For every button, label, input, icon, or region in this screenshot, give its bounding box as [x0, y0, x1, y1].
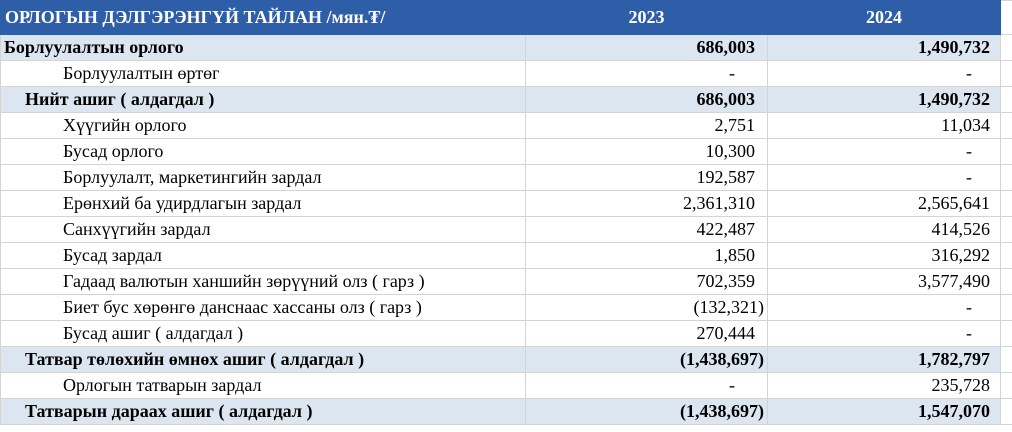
header-year: 2024: [767, 0, 1001, 35]
table-row: Татвар төлөхийн өмнөх ашиг ( алдагдал )(…: [0, 346, 1012, 373]
row-label: Орлогын татварын зардал: [0, 372, 526, 399]
spare-cell: [1000, 398, 1012, 425]
row-label: Бусад ашиг ( алдагдал ): [0, 320, 526, 347]
row-label: Биет бус хөрөнгө данснаас хассаны олз ( …: [0, 294, 526, 321]
row-value: 414,526: [767, 216, 1001, 243]
row-label: Борлуулалтын өртөг: [0, 60, 526, 87]
table-row: Бусад орлого 10,300-: [0, 138, 1012, 165]
row-value: 11,034: [767, 112, 1001, 139]
row-value: 235,728: [767, 372, 1001, 399]
row-value: -: [767, 138, 1001, 165]
row-value: 1,850: [525, 242, 768, 269]
spare-cell: [1000, 138, 1012, 165]
row-value: 2,751: [525, 112, 768, 139]
table-row: Санхүүгийн зардал 422,487 414,526: [0, 216, 1012, 243]
row-label: Хүүгийн орлого: [0, 112, 526, 139]
spare-cell: [1000, 60, 1012, 87]
row-value: 10,300: [525, 138, 768, 165]
row-value: 2,565,641: [767, 190, 1001, 217]
row-value: (132,321): [525, 294, 768, 321]
table-row: Борлуулалт, маркетингийн зардал 192,587-: [0, 164, 1012, 191]
header-title: ОРЛОГЫН ДЭЛГЭРЭНГҮЙ ТАЙЛАН /мян.₮/: [0, 0, 526, 35]
row-value: 3,577,490: [767, 268, 1001, 295]
row-value: (1,438,697): [525, 398, 768, 425]
header-row: ОРЛОГЫН ДЭЛГЭРЭНГҮЙ ТАЙЛАН /мян.₮/ 2023 …: [0, 0, 1012, 35]
spare-cell: [1000, 346, 1012, 373]
table-row: Гадаад валютын ханшийн зөрүүний олз ( га…: [0, 268, 1012, 295]
table-row: Бусад ашиг ( алдагдал ) 270,444-: [0, 320, 1012, 347]
row-label: Гадаад валютын ханшийн зөрүүний олз ( га…: [0, 268, 526, 295]
table-row: Биет бус хөрөнгө данснаас хассаны олз ( …: [0, 294, 1012, 321]
row-value: -: [525, 60, 768, 87]
row-label: Татвар төлөхийн өмнөх ашиг ( алдагдал ): [0, 346, 526, 373]
table-row: Бусад зардал 1,850 316,292: [0, 242, 1012, 269]
spare-cell: [1000, 294, 1012, 321]
row-label: Борлуулалт, маркетингийн зардал: [0, 164, 526, 191]
table-body: Борлуулалтын орлого 686,003 1,490,732 Борлу…: [0, 34, 1012, 425]
row-value: -: [767, 60, 1001, 87]
table-row: Борлуулалтын орлого 686,003 1,490,732: [0, 34, 1012, 61]
table-row: Нийт ашиг ( алдагдал ) 686,003 1,490,732: [0, 86, 1012, 113]
spare-cell: [1000, 164, 1012, 191]
table-row: Орлогын татварын зардал -235,728: [0, 372, 1012, 399]
row-value: -: [767, 320, 1001, 347]
row-label: Бусад орлого: [0, 138, 526, 165]
row-value: 686,003: [525, 34, 768, 61]
row-value: 1,547,070: [767, 398, 1001, 425]
row-value: -: [767, 294, 1001, 321]
table-row: Татварын дараах ашиг ( алдагдал ) (1,438,…: [0, 398, 1012, 425]
row-label: Нийт ашиг ( алдагдал ): [0, 86, 526, 113]
row-label: Борлуулалтын орлого: [0, 34, 526, 61]
table-row: Борлуулалтын өртөг - -: [0, 60, 1012, 87]
row-label: Санхүүгийн зардал: [0, 216, 526, 243]
spare-cell: [1000, 86, 1012, 113]
row-value: -: [525, 372, 768, 399]
row-value: 686,003: [525, 86, 768, 113]
spare-cell: [1000, 190, 1012, 217]
table-row: Хүүгийн орлого 2,751 11,034: [0, 112, 1012, 139]
table-row: Ерөнхий ба удирдлагын зардал 2,361,310 2,5…: [0, 190, 1012, 217]
spare-cell: [1000, 34, 1012, 61]
row-label: Татварын дараах ашиг ( алдагдал ): [0, 398, 526, 425]
row-value: 702,359: [525, 268, 768, 295]
row-value: 422,487: [525, 216, 768, 243]
row-value: (1,438,697): [525, 346, 768, 373]
spare-cell: [1000, 242, 1012, 269]
spare-cell: [1000, 320, 1012, 347]
row-value: 316,292: [767, 242, 1001, 269]
row-value: 2,361,310: [525, 190, 768, 217]
row-value: -: [767, 164, 1001, 191]
row-value: 1,490,732: [767, 86, 1001, 113]
spare-cell: [1000, 216, 1012, 243]
row-label: Бусад зардал: [0, 242, 526, 269]
spare-cell: [1000, 112, 1012, 139]
spare-cell: [1000, 372, 1012, 399]
spare-cell: [1000, 268, 1012, 295]
spare-cell: [1000, 0, 1012, 35]
row-value: 192,587: [525, 164, 768, 191]
row-value: 1,782,797: [767, 346, 1001, 373]
row-value: 1,490,732: [767, 34, 1001, 61]
row-label: Ерөнхий ба удирдлагын зардал: [0, 190, 526, 217]
row-value: 270,444: [525, 320, 768, 347]
header-year: 2023: [525, 0, 768, 35]
